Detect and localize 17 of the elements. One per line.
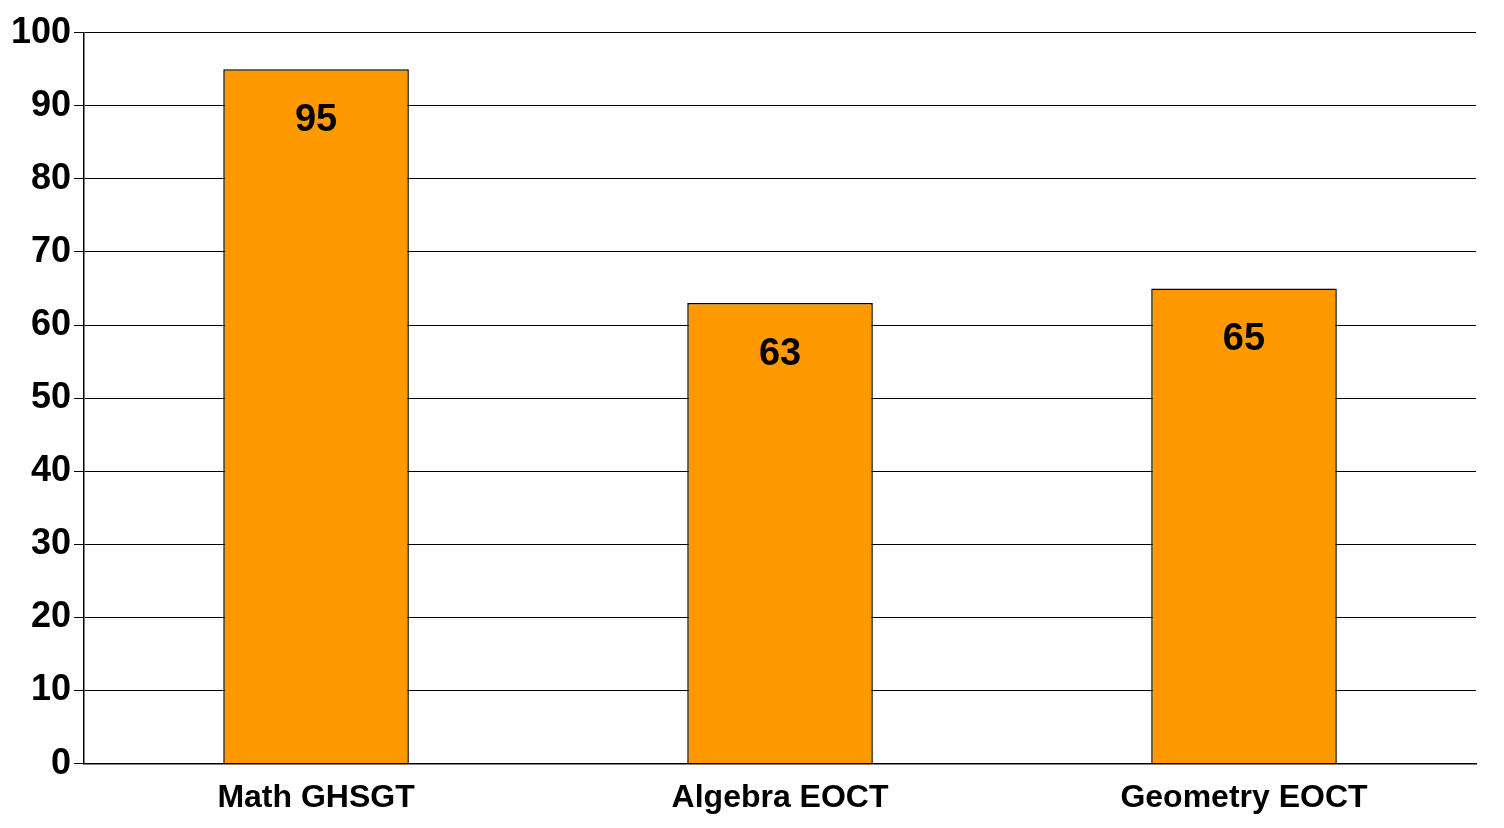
y-tick-label: 20 xyxy=(31,594,72,636)
data-label: 63 xyxy=(758,330,802,373)
y-tick-label: 100 xyxy=(10,9,72,51)
y-tick-label: 50 xyxy=(31,375,72,417)
y-tick-label: 40 xyxy=(31,448,72,490)
y-tick-label: 0 xyxy=(51,740,72,782)
x-tick-label: Math GHSGT xyxy=(217,777,416,814)
y-tick-label: 60 xyxy=(31,301,72,343)
data-label: 95 xyxy=(294,96,338,139)
y-tick-label: 30 xyxy=(31,521,72,563)
y-tick-label: 80 xyxy=(31,155,72,197)
x-tick-label: Algebra EOCT xyxy=(671,777,889,814)
y-tick-label: 90 xyxy=(31,82,72,124)
data-label: 65 xyxy=(1222,315,1266,358)
x-tick-label: Geometry EOCT xyxy=(1120,777,1369,814)
y-tick-label: 10 xyxy=(31,667,72,709)
y-tick-label: 70 xyxy=(31,228,72,270)
